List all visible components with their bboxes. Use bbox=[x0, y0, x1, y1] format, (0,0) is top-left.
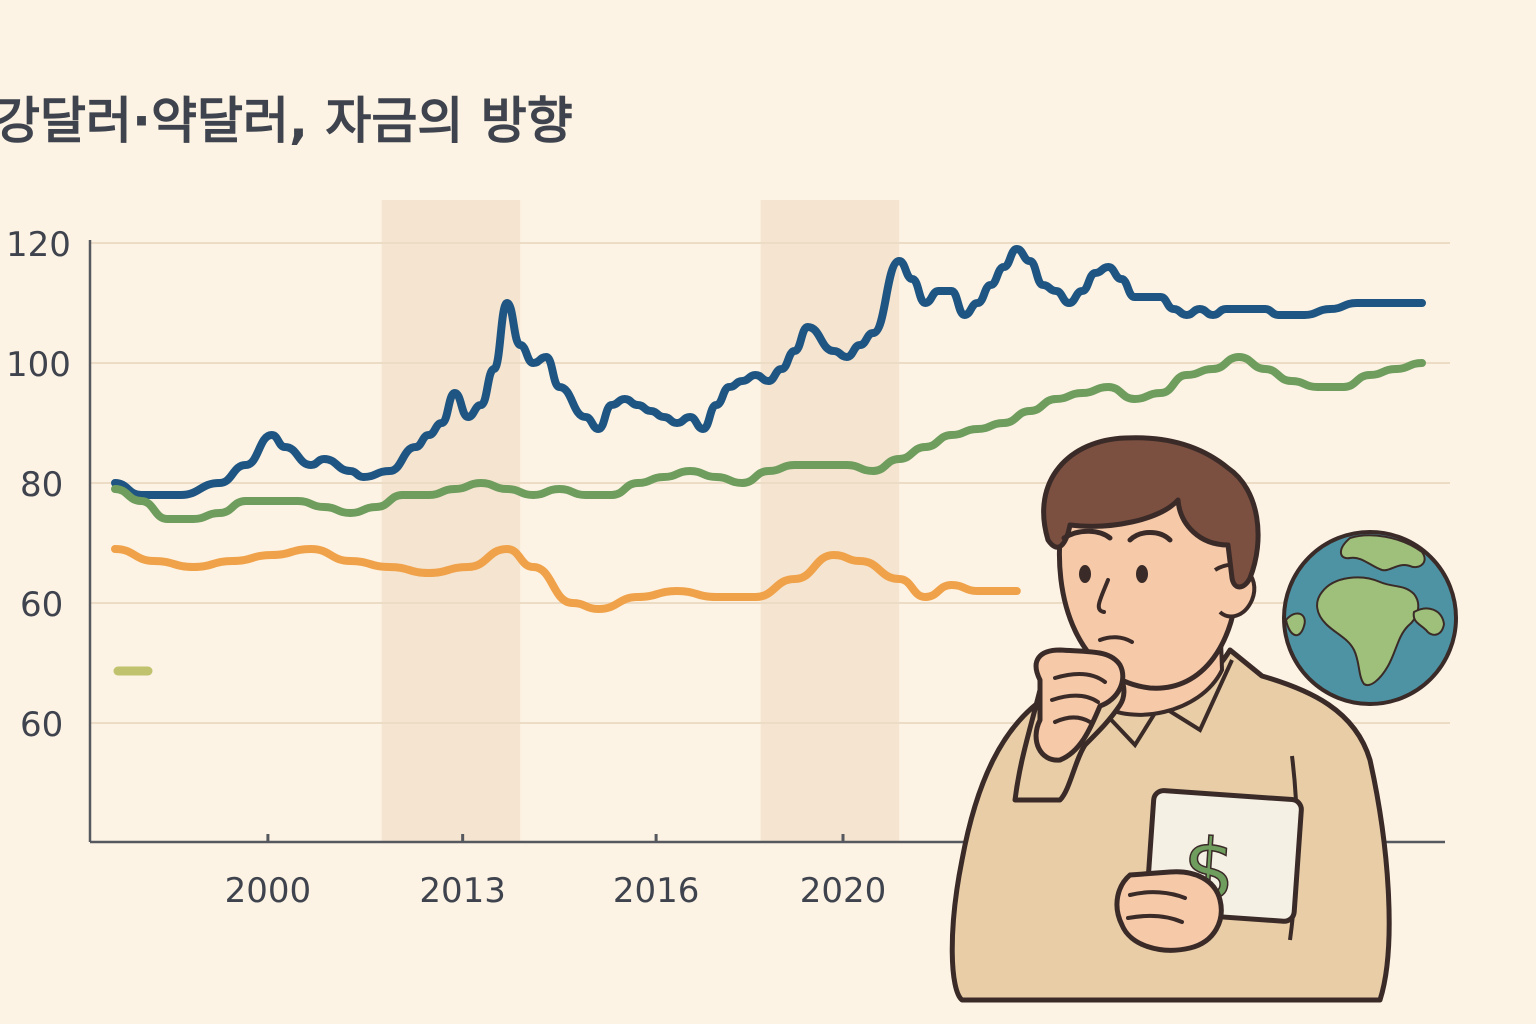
shaded-period bbox=[381, 200, 521, 842]
x-tick-label: 2020 bbox=[800, 871, 887, 911]
series-line-3 bbox=[111, 545, 1021, 613]
chart-title: 강달러·약달러, 자금의 방향 bbox=[0, 92, 573, 150]
shaded-period bbox=[760, 200, 900, 842]
nose bbox=[1096, 578, 1110, 614]
right-eye bbox=[1136, 565, 1148, 583]
holding-hand bbox=[1114, 869, 1224, 953]
hair bbox=[1041, 435, 1261, 590]
y-tick-label: 60 bbox=[20, 705, 63, 745]
y-tick-label: 80 bbox=[20, 465, 63, 505]
knuckles bbox=[1050, 671, 1107, 724]
y-tick-label: 100 bbox=[6, 345, 71, 385]
x-tick-label: 2013 bbox=[419, 871, 506, 911]
fingers bbox=[1126, 890, 1187, 924]
thinking-man-icon: $ bbox=[949, 435, 1392, 1003]
x-tick-labels: 2000 2013 2016 2020 bbox=[225, 871, 887, 911]
y-tick-label: 120 bbox=[6, 225, 71, 265]
series-line-2 bbox=[111, 353, 1426, 523]
x-tick-label: 2000 bbox=[225, 871, 312, 911]
series-line-1 bbox=[111, 245, 1426, 499]
right-eyebrow bbox=[1127, 530, 1173, 543]
mouth bbox=[1098, 635, 1134, 644]
y-tick-labels: 120 100 80 60 60 bbox=[6, 225, 71, 745]
x-tick-marks bbox=[266, 834, 845, 842]
globe-icon bbox=[1282, 530, 1458, 706]
x-tick-label: 2016 bbox=[613, 871, 700, 911]
series-lines bbox=[111, 245, 1426, 613]
left-eye bbox=[1079, 565, 1091, 583]
left-eyebrow bbox=[1061, 528, 1113, 541]
shaded-periods bbox=[381, 200, 900, 842]
collar-right bbox=[1158, 659, 1234, 733]
y-tick-label: 60 bbox=[20, 585, 63, 625]
